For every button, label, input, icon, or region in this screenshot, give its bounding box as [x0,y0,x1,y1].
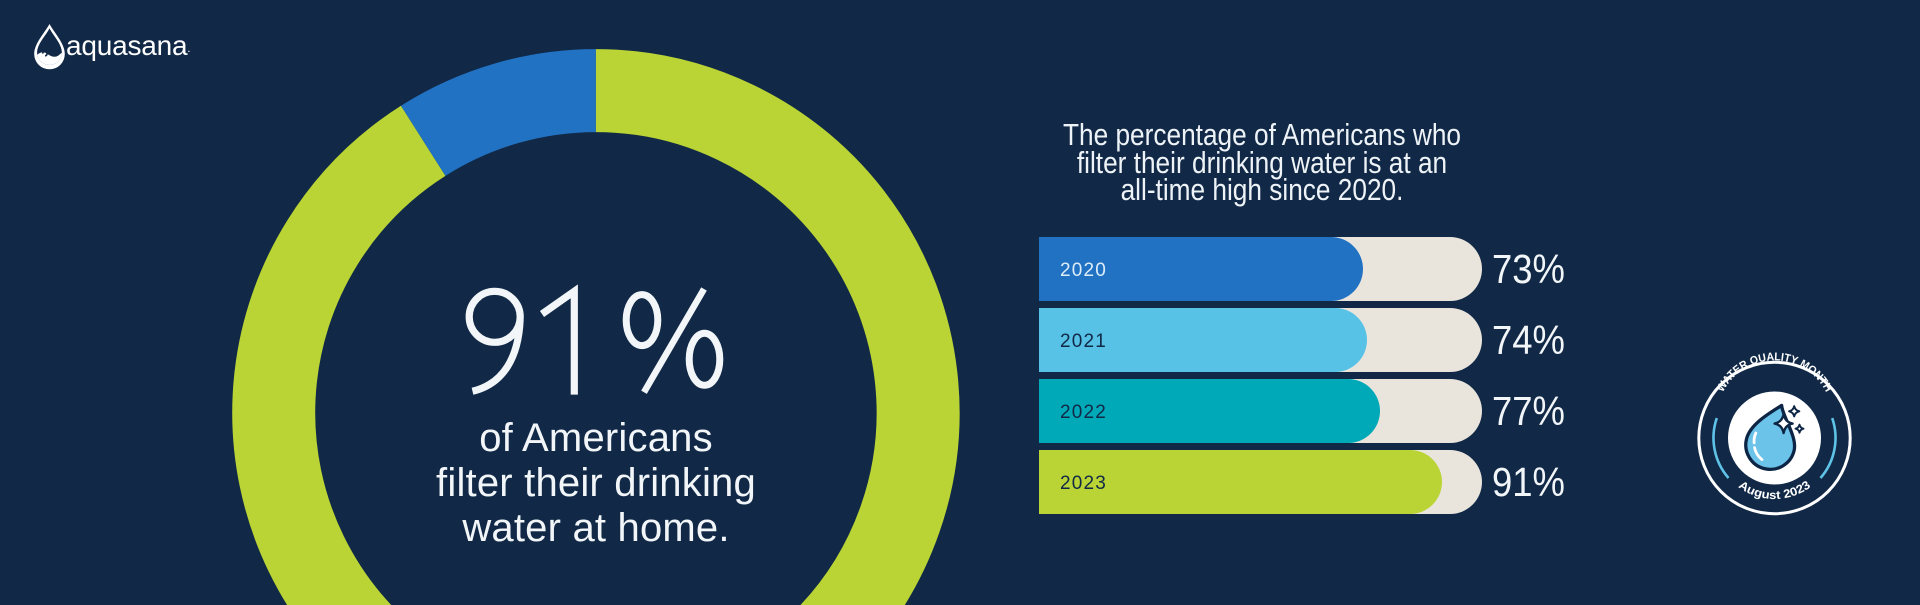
svg-text:WATER QUALITY MONTH: WATER QUALITY MONTH [1715,351,1834,394]
